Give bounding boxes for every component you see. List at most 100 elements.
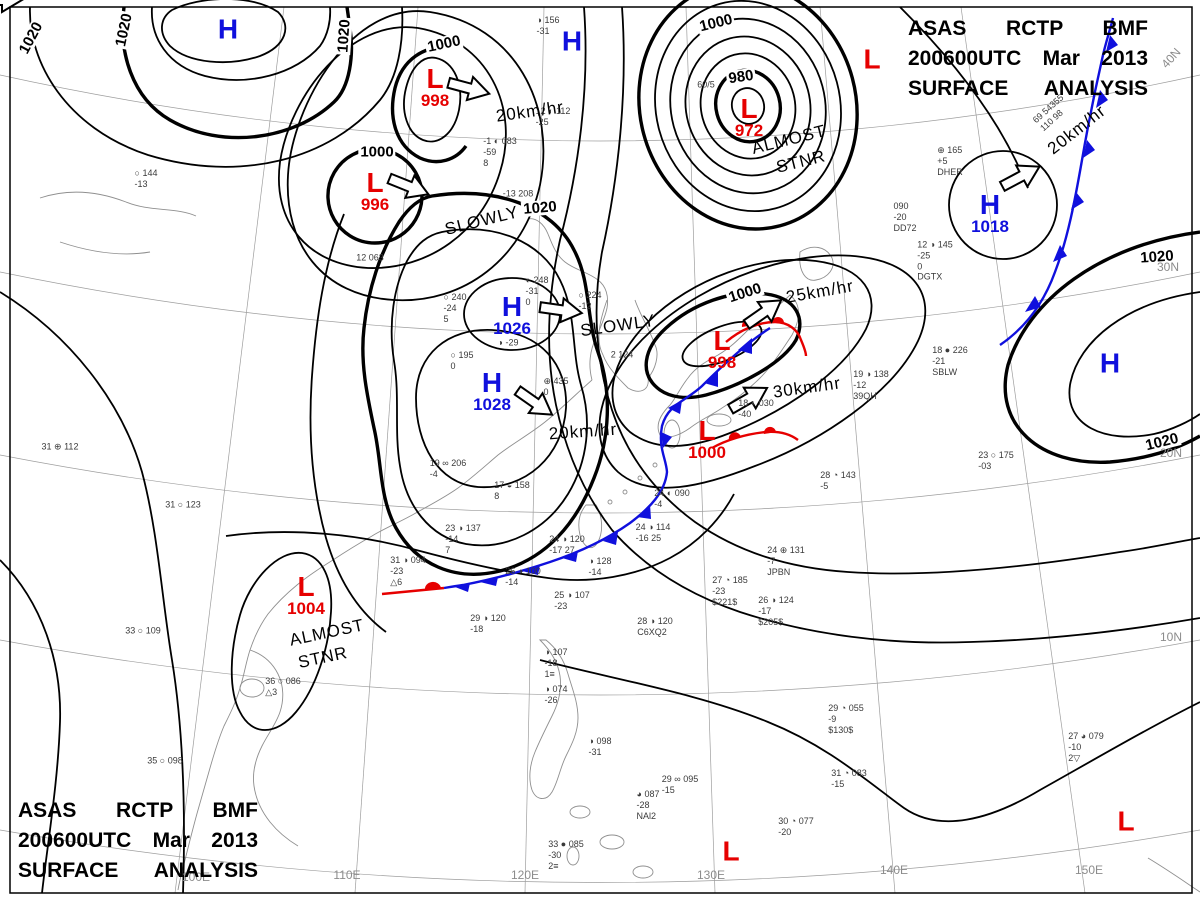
pressure-center-letter: H <box>979 189 1001 221</box>
pressure-center: L 998 <box>707 325 737 372</box>
pressure-center-letter: L <box>297 571 315 603</box>
station-plot: 17 ◒ 158 8 <box>494 480 530 501</box>
grid-label: 150E <box>1074 863 1104 877</box>
pressure-center: H <box>562 27 582 55</box>
isobar-label: 1020 <box>520 198 560 218</box>
movement-arrow <box>995 155 1047 198</box>
station-plot: ○ 240 -24 5 <box>443 291 467 324</box>
station-plot: 31 ◑ 094 -23 △6 <box>390 554 426 587</box>
pressure-center-letter: L <box>426 63 444 95</box>
pressure-center-value: 998 <box>420 90 450 110</box>
station-plot: 18 ● 226 -21 SBLW <box>932 344 968 377</box>
station-plot: 33 ○ 109 <box>125 625 161 636</box>
station-plot: 23 ○ 175 -03 <box>978 450 1014 471</box>
station-plot: ○ 144 -13 <box>134 168 158 189</box>
station-plot: ○ 224 -12 <box>578 290 602 311</box>
station-plot: ◑ -29 <box>497 337 519 348</box>
pressure-center: H 1026 <box>493 291 531 338</box>
station-plot: -1 ◐ 083 -59 8 <box>483 135 517 168</box>
title-line-3: SURFACE ANALYSIS <box>908 76 1148 100</box>
pressure-center: L <box>722 837 739 865</box>
pressure-center: H <box>217 13 239 45</box>
grid-label: 10N <box>1159 630 1183 644</box>
isobar-label: 980 <box>725 66 757 88</box>
movement-arrow <box>383 166 434 207</box>
station-plot: ◑ 107 -18 1≡ <box>544 646 568 679</box>
station-plot: ◐ 248 -31 0 <box>525 274 549 307</box>
title-line-1: ASAS RCTP BMF <box>18 799 258 822</box>
station-plot: ○ 195 0 <box>450 350 474 371</box>
station-plot: 24 ⊕ 131 -7 JPBN <box>767 544 805 577</box>
pressure-center: L 998 <box>420 63 450 110</box>
station-plot: ◑ 098 -31 <box>588 736 612 757</box>
pressure-center: L 996 <box>361 167 389 213</box>
station-plot: 33 ● 085 -30 2≡ <box>548 838 584 871</box>
station-plot: 25 ◑ 107 -23 <box>554 590 590 611</box>
pressure-center-letter: L <box>863 43 881 75</box>
coastlines <box>39 191 1200 893</box>
station-plot: ◑ 156 -31 <box>536 15 560 36</box>
title-line-2: 200600UTC Mar 2013 <box>908 46 1148 70</box>
station-plot: 31 ◔ 083 -15 <box>831 768 867 789</box>
isobar-label: 1020 <box>334 16 354 56</box>
station-plot: 24 ◐ 090 -4 <box>654 488 690 509</box>
station-plot: 28 ◔ 143 -5 <box>820 470 856 491</box>
station-plot: 2 124 <box>610 349 634 360</box>
movement-arrows <box>0 0 1047 426</box>
pressure-center-value: 1028 <box>473 394 511 414</box>
pressure-center-value: 1000 <box>688 442 726 462</box>
station-plot: 31 ⊕ 112 <box>41 441 79 452</box>
station-plot: 19 ∞ 206 -4 <box>429 458 467 479</box>
pressure-center-value: 972 <box>734 120 764 140</box>
pressure-center-letter: H <box>501 291 523 323</box>
pressure-center-value: 998 <box>707 352 737 372</box>
station-plot: 26 ◑ 124 -17 $205$ <box>758 594 794 627</box>
pressure-center-letter: L <box>713 325 731 357</box>
pressure-center: L 1000 <box>688 415 726 462</box>
pressure-center: H <box>1100 349 1120 377</box>
station-plot: 18 ◐ 030 -40 <box>738 398 774 419</box>
grid-label: 100E <box>181 870 211 884</box>
pressure-center: H 1028 <box>473 367 511 414</box>
chart-title-bottom-left: ASAS RCTP BMF 200600UTC Mar 2013 SURFACE… <box>18 796 258 885</box>
pressure-center: L 972 <box>734 95 764 140</box>
cold-front-main <box>443 326 771 590</box>
pressure-center-letter: L <box>698 415 716 447</box>
pressure-center: H 1018 <box>971 189 1009 236</box>
pressure-center-letter: H <box>217 13 239 45</box>
station-plot: ◑ 128 -14 <box>588 556 612 577</box>
pressure-center: L <box>1117 805 1135 837</box>
grid-label: 140E <box>879 863 909 877</box>
pressure-center-value: 1026 <box>493 318 531 338</box>
station-plot: 28 ◑ 120 C6XQ2 <box>637 616 673 637</box>
station-plot: ⊕ 165 +5 DHER <box>937 144 963 177</box>
station-plot: 090 -20 DD72 <box>893 200 917 233</box>
station-plot: 29 ◑ 120 -18 <box>470 613 506 634</box>
isobar-label: 1000 <box>358 143 396 161</box>
fronts <box>381 17 1118 596</box>
pressure-center-letter: L <box>366 167 384 199</box>
grid-label: 120E <box>510 868 540 882</box>
chart-title-top-right: ASAS RCTP BMF 200600UTC Mar 2013 SURFACE… <box>908 14 1148 103</box>
pressure-center-value: 1004 <box>287 598 325 618</box>
grid-label: 20N <box>1159 446 1183 460</box>
station-plot: 60/5 <box>697 79 715 90</box>
title-line-3: SURFACE ANALYSIS <box>18 858 258 882</box>
stationary-front <box>381 586 445 596</box>
pressure-center: L 1004 <box>287 571 325 618</box>
grid-label: 130E <box>696 868 726 882</box>
station-plot: 30 ◔ 077 -20 <box>778 816 814 837</box>
pressure-center-letter: H <box>481 367 503 399</box>
pressure-center-value: 1018 <box>971 216 1009 236</box>
station-plot: 29 ∞ 095 -15 <box>661 774 699 795</box>
station-plot: 12 ◐ 112 -25 <box>535 106 571 127</box>
cold-front-east <box>999 17 1115 346</box>
station-plot: 26 ◑ 100 -14 <box>505 566 541 587</box>
station-plot: 27 ◕ 079 -10 2▽ <box>1068 730 1104 763</box>
station-plot: 12 063 <box>356 252 384 263</box>
station-plot: 27 ◔ 185 -23 $221$ <box>712 574 748 607</box>
pressure-center-letter: L <box>1117 805 1135 837</box>
